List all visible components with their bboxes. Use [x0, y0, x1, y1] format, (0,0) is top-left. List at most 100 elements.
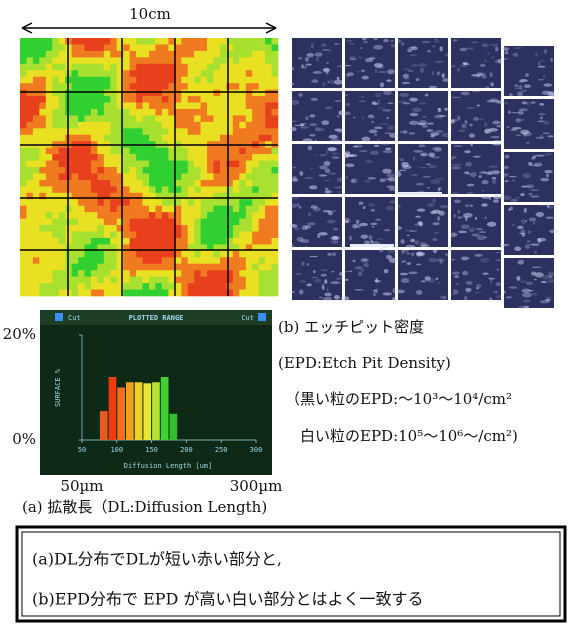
map-cell	[181, 238, 188, 245]
map-cell	[214, 270, 221, 277]
cut-box	[258, 313, 266, 321]
map-cell	[149, 270, 156, 277]
etch-pit	[327, 220, 336, 224]
map-cell	[46, 186, 53, 193]
map-cell	[20, 283, 27, 290]
map-cell	[201, 283, 208, 290]
etch-pit	[291, 245, 295, 249]
etch-pit	[503, 166, 509, 169]
map-cell	[207, 199, 214, 206]
map-cell	[104, 167, 111, 174]
map-cell	[110, 199, 117, 206]
map-cell	[130, 70, 137, 77]
map-cell	[220, 44, 227, 51]
map-cell	[233, 173, 240, 180]
map-cell	[123, 44, 130, 51]
map-cell	[207, 206, 214, 213]
map-cell	[272, 57, 279, 64]
y-range-label: 20%	[3, 325, 36, 343]
etch-pit	[362, 116, 364, 119]
map-cell	[59, 115, 66, 122]
map-cell	[20, 77, 27, 84]
map-cell	[97, 103, 104, 110]
etch-pit	[500, 244, 509, 246]
caption-a: (a) 拡散長（DL:Diffusion Length)	[22, 498, 267, 516]
map-cell	[272, 122, 279, 129]
etch-pit	[338, 191, 340, 193]
etch-pit	[489, 197, 491, 200]
etch-pit	[408, 271, 417, 274]
map-cell	[214, 70, 221, 77]
map-cell	[194, 154, 201, 161]
map-cell	[110, 167, 117, 174]
etch-pit	[476, 105, 480, 107]
map-cell	[72, 148, 79, 155]
etch-pit	[528, 162, 533, 166]
map-cell	[39, 167, 46, 174]
etch-pit	[387, 69, 395, 74]
map-cell	[110, 232, 117, 239]
map-cell	[143, 238, 150, 245]
etch-pit	[298, 57, 302, 60]
map-cell	[130, 128, 137, 135]
etch-pit	[517, 226, 523, 229]
etch-pit	[540, 300, 550, 303]
map-cell	[149, 264, 156, 271]
map-cell	[194, 257, 201, 264]
etch-pit	[295, 273, 301, 274]
etch-pit	[327, 81, 329, 83]
map-cell	[59, 154, 66, 161]
map-cell	[39, 57, 46, 64]
etch-pit	[458, 231, 467, 234]
map-cell	[194, 135, 201, 142]
map-cell	[91, 90, 98, 97]
map-cell	[265, 83, 272, 90]
map-cell	[201, 70, 208, 77]
map-cell	[104, 238, 111, 245]
map-cell	[20, 290, 27, 297]
map-cell	[259, 225, 266, 232]
etch-pit	[386, 79, 391, 82]
map-cell	[194, 264, 201, 271]
map-cell	[175, 206, 182, 213]
etch-pit	[329, 51, 331, 53]
map-cell	[110, 283, 117, 290]
map-cell	[46, 38, 53, 45]
map-cell	[85, 180, 92, 187]
etch-pit	[401, 239, 405, 244]
etch-pit	[315, 52, 323, 56]
etch-pit	[472, 91, 480, 93]
map-cell	[252, 277, 259, 284]
etch-pit	[408, 70, 414, 72]
etch-pit	[345, 94, 348, 95]
map-cell	[181, 186, 188, 193]
map-cell	[272, 199, 279, 206]
map-cell	[26, 161, 33, 168]
map-cell	[104, 173, 111, 180]
map-cell	[259, 70, 266, 77]
etch-pit	[427, 122, 434, 125]
map-cell	[207, 103, 214, 110]
etch-pit	[493, 195, 501, 199]
etch-pit	[492, 180, 497, 184]
map-cell	[149, 232, 156, 239]
map-cell	[143, 283, 150, 290]
map-cell	[85, 225, 92, 232]
etch-pit	[389, 201, 397, 204]
etch-pit	[403, 74, 409, 79]
etch-pit	[373, 45, 383, 50]
map-cell	[91, 77, 98, 84]
etch-pit	[288, 120, 298, 122]
x-tick-label: 300	[250, 446, 263, 454]
map-cell	[214, 186, 221, 193]
map-cell	[181, 83, 188, 90]
map-cell	[265, 206, 272, 213]
map-cell	[72, 83, 79, 90]
map-cell	[246, 122, 253, 129]
map-cell	[265, 96, 272, 103]
map-cell	[46, 173, 53, 180]
map-cell	[188, 290, 195, 297]
map-cell	[33, 264, 40, 271]
etch-pit	[533, 221, 535, 224]
map-cell	[91, 173, 98, 180]
